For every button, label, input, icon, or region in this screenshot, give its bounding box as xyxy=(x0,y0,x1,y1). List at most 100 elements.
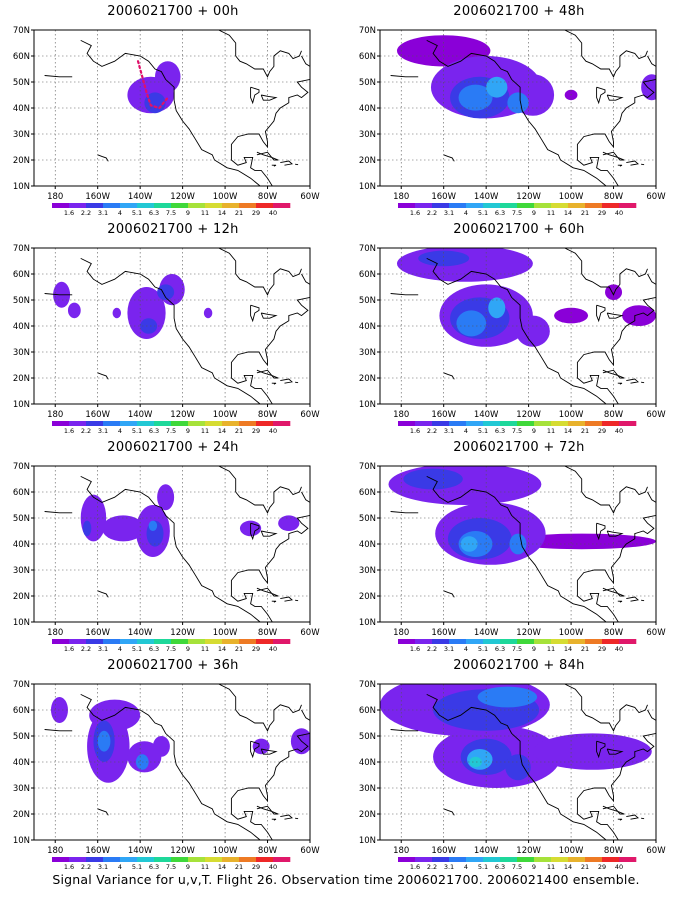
colorbar-swatch xyxy=(619,421,637,426)
coastline xyxy=(606,94,624,101)
colorbar-swatch xyxy=(517,421,535,426)
colorbar-swatch xyxy=(432,203,450,208)
y-tick-label: 50N xyxy=(13,78,30,88)
y-tick-label: 40N xyxy=(13,322,30,332)
colorbar-label: 6.3 xyxy=(149,645,159,653)
colorbar-swatch xyxy=(398,639,416,644)
x-tick-label: 120W xyxy=(516,410,541,420)
coastline xyxy=(602,151,625,161)
coastline xyxy=(271,164,277,167)
variance-contour xyxy=(469,756,482,768)
coastline xyxy=(564,684,583,710)
variance-contour xyxy=(152,736,170,757)
coastline xyxy=(606,748,624,755)
colorbar-label: 3.1 xyxy=(98,209,108,217)
colorbar-swatch xyxy=(415,421,433,426)
colorbar-swatch xyxy=(449,421,467,426)
coastline xyxy=(250,86,260,105)
x-tick-label: 60W xyxy=(646,192,666,202)
coastline xyxy=(218,466,237,492)
y-tick-label: 70N xyxy=(359,680,376,690)
coastline xyxy=(596,304,606,323)
y-tick-label: 10N xyxy=(13,400,30,410)
colorbar-swatch xyxy=(483,857,501,862)
x-tick-label: 140W xyxy=(128,192,153,202)
colorbar-label: 5.1 xyxy=(478,645,488,653)
variance-contour xyxy=(67,302,81,319)
coastline xyxy=(617,600,623,603)
colorbar-swatch xyxy=(222,421,240,426)
coastline xyxy=(596,740,606,759)
y-tick-label: 60N xyxy=(13,270,30,280)
colorbar-swatch xyxy=(188,203,206,208)
variance-contour xyxy=(641,74,656,101)
coastline xyxy=(426,475,607,622)
colorbar-swatch xyxy=(534,639,552,644)
colorbar-swatch xyxy=(517,203,535,208)
variance-map: 70N 60N 50N 40N 30N 20N 10N 180 160W 140W 120W 100W… xyxy=(359,244,666,435)
coastline xyxy=(617,818,623,821)
x-tick-label: 180 xyxy=(47,846,63,856)
colorbar-label: 1.6 xyxy=(64,645,74,653)
coastline xyxy=(443,154,455,162)
y-tick-label: 50N xyxy=(359,78,376,88)
coastline xyxy=(235,704,302,732)
coastline xyxy=(617,164,623,167)
y-tick-label: 40N xyxy=(359,322,376,332)
y-tick-label: 40N xyxy=(359,758,376,768)
map-panel: 2006021700 + 24h 70N 60N 50N 40N 30N 20N 10N 180… xyxy=(0,436,346,654)
colorbar-swatch xyxy=(619,857,637,862)
colorbar-swatch xyxy=(188,857,206,862)
coastline xyxy=(250,304,260,323)
colorbar-label: 7.5 xyxy=(512,209,522,217)
y-tick-label: 10N xyxy=(359,618,376,628)
variance-contour xyxy=(148,520,158,531)
y-tick-label: 50N xyxy=(13,296,30,306)
colorbar-swatch xyxy=(256,421,274,426)
colorbar-swatch xyxy=(256,857,274,862)
coastline xyxy=(617,382,623,385)
colorbar-swatch xyxy=(466,639,484,644)
coastline xyxy=(626,814,639,820)
colorbar-label: 40 xyxy=(269,863,277,871)
coastline xyxy=(626,596,639,602)
variance-contour xyxy=(486,76,508,98)
colorbar-swatch xyxy=(568,203,586,208)
x-tick-label: 80W xyxy=(604,628,624,638)
x-tick-label: 100W xyxy=(213,192,238,202)
variance-contour xyxy=(505,754,531,781)
colorbar-swatch xyxy=(256,203,274,208)
colorbar-label: 3.1 xyxy=(444,863,454,871)
colorbar-label: 9 xyxy=(532,645,536,653)
colorbar-swatch xyxy=(398,421,416,426)
colorbar-label: 2.2 xyxy=(81,863,91,871)
x-tick-label: 160W xyxy=(431,628,456,638)
colorbar-label: 14 xyxy=(218,645,226,653)
colorbar-label: 2.2 xyxy=(81,427,91,435)
colorbar-swatch xyxy=(500,203,518,208)
colorbar-swatch xyxy=(103,203,121,208)
coastline xyxy=(260,530,278,537)
x-tick-label: 180 xyxy=(393,410,409,420)
colorbar-label: 29 xyxy=(598,209,606,217)
colorbar-swatch xyxy=(585,857,603,862)
x-tick-label: 120W xyxy=(170,192,195,202)
y-tick-label: 70N xyxy=(359,462,376,472)
colorbar-swatch xyxy=(273,639,291,644)
coastline xyxy=(443,590,455,598)
colorbar-swatch xyxy=(120,857,138,862)
coastline xyxy=(295,381,299,384)
coastline xyxy=(271,600,277,603)
colorbar-label: 9 xyxy=(186,645,190,653)
coastline xyxy=(260,94,278,101)
colorbar-label: 3.1 xyxy=(444,209,454,217)
colorbar-label: 21 xyxy=(235,209,243,217)
colorbar-label: 11 xyxy=(547,427,555,435)
colorbar-label: 3.1 xyxy=(98,645,108,653)
colorbar-label: 14 xyxy=(564,645,572,653)
colorbar-label: 9 xyxy=(532,209,536,217)
x-tick-label: 100W xyxy=(559,628,584,638)
x-tick-label: 180 xyxy=(393,628,409,638)
colorbar-swatch xyxy=(534,857,552,862)
coastline xyxy=(602,587,625,597)
